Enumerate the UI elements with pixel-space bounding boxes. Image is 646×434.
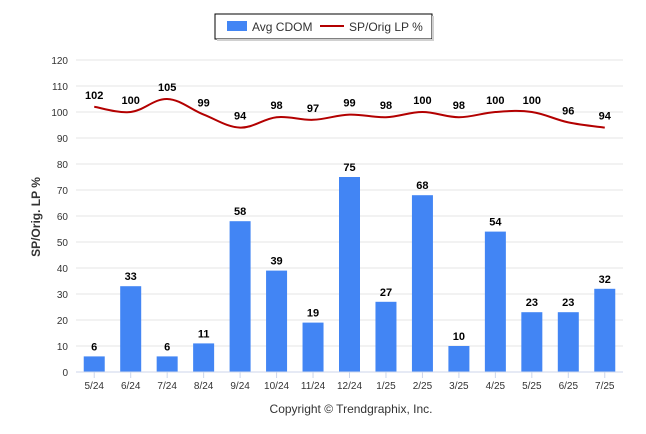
bar-data-label: 75 — [343, 162, 355, 174]
bar-data-label: 32 — [599, 274, 611, 286]
line-data-label: 98 — [270, 100, 282, 112]
bar[interactable] — [193, 343, 215, 372]
x-tick-label: 4/25 — [486, 381, 506, 392]
bar[interactable] — [302, 322, 324, 372]
line-data-label: 102 — [85, 90, 103, 102]
x-tick-label: 12/24 — [337, 381, 362, 392]
bar-data-label: 19 — [307, 308, 319, 320]
line-data-label: 100 — [523, 95, 541, 107]
bar[interactable] — [120, 286, 142, 372]
line-data-label: 96 — [562, 105, 574, 117]
bar-data-label: 11 — [198, 328, 210, 340]
bar-data-label: 23 — [526, 297, 538, 309]
y-tick-label: 100 — [51, 108, 68, 119]
legend-shadow — [432, 16, 434, 41]
line-data-label: 105 — [158, 82, 176, 94]
legend-label-sp-orig-lp: SP/Orig LP % — [349, 20, 423, 34]
y-tick-label: 110 — [52, 82, 68, 93]
x-tick-label: 8/24 — [194, 381, 214, 392]
line-data-label: 94 — [599, 111, 612, 123]
x-tick-label: 3/25 — [449, 381, 469, 392]
x-tick-label: 2/25 — [413, 381, 433, 392]
bar-data-label: 27 — [380, 287, 392, 299]
bar[interactable] — [448, 346, 470, 372]
legend-item-sp-orig-lp[interactable]: SP/Orig LP % — [320, 20, 423, 34]
bar[interactable] — [557, 312, 579, 372]
bar[interactable] — [594, 288, 616, 372]
y-tick-label: 120 — [51, 56, 68, 67]
bar-data-label: 68 — [416, 180, 428, 192]
y-tick-label: 90 — [57, 134, 69, 145]
y-tick-label: 0 — [62, 368, 68, 379]
line-data-label: 98 — [380, 100, 392, 112]
bar[interactable] — [521, 312, 543, 372]
bar[interactable] — [375, 301, 397, 372]
bar-data-label: 23 — [562, 297, 574, 309]
legend-swatch-avg-cdom — [227, 21, 247, 31]
legend-shadow-bottom — [217, 39, 434, 41]
line-data-label: 100 — [486, 95, 504, 107]
x-tick-label: 5/24 — [84, 381, 104, 392]
legend: Avg CDOM SP/Orig LP % — [214, 13, 434, 41]
y-tick-label: 40 — [57, 264, 69, 275]
bar[interactable] — [83, 356, 105, 372]
bar[interactable] — [229, 221, 251, 372]
bar[interactable] — [266, 270, 288, 372]
bar-data-label: 33 — [125, 271, 137, 283]
copyright-text: Copyright © Trendgraphix, Inc. — [270, 402, 433, 416]
y-tick-label: 30 — [57, 290, 69, 301]
bar[interactable] — [411, 195, 433, 372]
y-axis-ticks: 0 10 20 30 40 50 60 70 80 90 100 110 120 — [51, 56, 68, 379]
x-tick-label: 10/24 — [264, 381, 289, 392]
y-axis-title: SP/Orig. LP % — [29, 177, 43, 257]
bar-series-avg-cdom: 6 33 6 11 58 39 19 75 27 68 10 54 23 23 32 — [83, 162, 616, 372]
x-tick-label: 7/24 — [157, 381, 177, 392]
bar[interactable] — [484, 231, 506, 372]
y-tick-label: 20 — [57, 316, 69, 327]
line-data-label: 100 — [122, 95, 140, 107]
x-tick-label: 11/24 — [301, 381, 326, 392]
x-tick-label: 6/25 — [559, 381, 579, 392]
line-data-label: 99 — [198, 98, 210, 110]
line-series-sp-orig-lp: 102 100 105 99 94 98 97 99 98 100 98 100 100 96 94 — [85, 82, 612, 129]
bar-data-label: 6 — [91, 341, 97, 353]
line-data-label: 98 — [453, 100, 465, 112]
x-tick-label: 1/25 — [376, 381, 396, 392]
x-tick-label: 9/24 — [230, 381, 250, 392]
line-data-label: 97 — [307, 103, 319, 115]
bar[interactable] — [156, 356, 178, 372]
bar-data-label: 54 — [489, 217, 502, 229]
legend-item-avg-cdom[interactable]: Avg CDOM — [227, 20, 312, 34]
x-axis-ticks: 5/24 6/24 7/24 8/24 9/24 10/24 11/24 12/24 1/25 2… — [84, 372, 615, 392]
y-tick-label: 60 — [57, 212, 69, 223]
legend-label-avg-cdom: Avg CDOM — [252, 20, 312, 34]
y-tick-label: 50 — [57, 238, 69, 249]
y-tick-label: 10 — [57, 342, 69, 353]
x-tick-label: 6/24 — [121, 381, 141, 392]
line-data-label: 99 — [343, 98, 355, 110]
bar-data-label: 6 — [164, 341, 170, 353]
bar-data-label: 58 — [234, 206, 246, 218]
y-tick-label: 70 — [57, 186, 69, 197]
line-data-label: 94 — [234, 111, 247, 123]
x-tick-label: 7/25 — [595, 381, 615, 392]
x-tick-label: 5/25 — [522, 381, 542, 392]
y-tick-label: 80 — [57, 160, 69, 171]
series-line[interactable] — [94, 97, 605, 129]
bar-data-label: 10 — [453, 331, 465, 343]
bar-data-label: 39 — [270, 256, 282, 268]
line-data-label: 100 — [413, 95, 431, 107]
bar[interactable] — [339, 177, 360, 372]
